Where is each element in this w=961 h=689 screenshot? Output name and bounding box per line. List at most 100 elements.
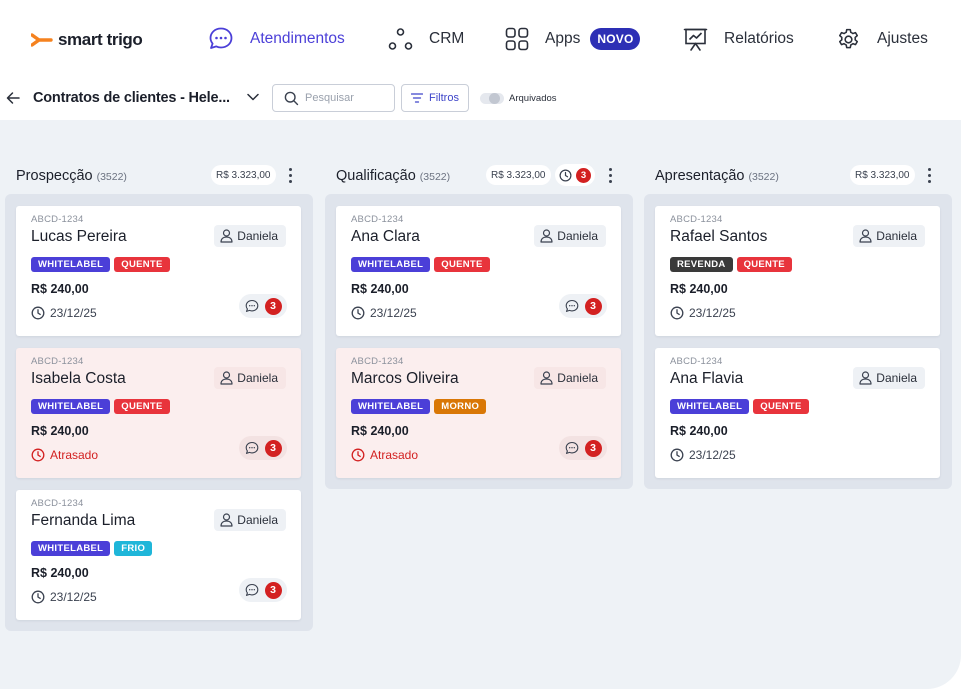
column-menu-button[interactable] <box>922 165 936 185</box>
column-cards: ABCD-1234 Rafael Santos Daniela REVENDA … <box>644 194 952 489</box>
owner-chip[interactable]: Daniela <box>853 225 925 247</box>
user-icon <box>859 229 872 243</box>
card-code: ABCD-1234 <box>351 214 404 225</box>
column-menu-button[interactable] <box>283 165 297 185</box>
deal-card[interactable]: ABCD-1234 Rafael Santos Daniela REVENDA … <box>655 206 940 336</box>
tag-list: WHITELABEL QUENTE <box>31 257 170 272</box>
owner-name: Daniela <box>557 371 598 385</box>
comment-count: 3 <box>264 439 282 457</box>
overdue-count: 3 <box>576 167 591 183</box>
tag-list: WHITELABEL QUENTE <box>31 399 170 414</box>
tag-list: WHITELABEL QUENTE <box>351 257 490 272</box>
report-chart-icon <box>683 28 708 51</box>
chevron-down-icon[interactable] <box>246 92 260 102</box>
card-code: ABCD-1234 <box>670 356 723 367</box>
tag-whitelabel: WHITELABEL <box>31 541 111 556</box>
nav-item-label: CRM <box>429 30 465 47</box>
gear-icon <box>838 28 859 48</box>
overdue-indicator[interactable]: 3 <box>555 164 595 186</box>
nav-item-atendimentos[interactable]: Atendimentos <box>208 24 345 54</box>
owner-chip[interactable]: Daniela <box>214 509 286 531</box>
clock-icon <box>31 590 45 604</box>
card-code: ABCD-1234 <box>31 214 84 225</box>
owner-name: Daniela <box>237 513 278 527</box>
tag-frio: FRIO <box>114 541 153 556</box>
nav-item-ajustes[interactable]: Ajustes <box>836 24 928 54</box>
nav-item-label: Relatórios <box>724 30 794 47</box>
column-total: R$ 3.323,00 <box>850 165 915 185</box>
column-title: Apresentação (3522) <box>655 168 779 184</box>
nav-item-label: Apps <box>545 30 581 47</box>
tag-list: REVENDA QUENTE <box>670 257 792 272</box>
archived-toggle[interactable] <box>480 93 504 104</box>
owner-chip[interactable]: Daniela <box>214 367 286 389</box>
tag-quente: QUENTE <box>736 257 792 272</box>
card-name: Isabela Costa <box>31 370 126 387</box>
search-box <box>272 84 395 112</box>
toggle-knob <box>489 93 500 104</box>
tag-whitelabel: WHITELABEL <box>31 257 111 272</box>
deal-card[interactable]: ABCD-1234 Ana Flavia Daniela WHITELABEL … <box>655 348 940 478</box>
filters-button[interactable]: Filtros <box>401 84 469 112</box>
deal-card[interactable]: ABCD-1234 Marcos Oliveira Daniela WHITEL… <box>336 348 621 478</box>
card-value: R$ 240,00 <box>31 566 89 580</box>
comments-indicator[interactable]: 3 <box>239 436 287 460</box>
search-icon <box>284 91 299 105</box>
card-name: Ana Flavia <box>670 370 744 387</box>
card-name: Rafael Santos <box>670 228 768 245</box>
comment-icon <box>565 299 578 312</box>
card-name: Lucas Pereira <box>31 228 127 245</box>
tag-whitelabel: WHITELABEL <box>670 399 750 414</box>
column-title: Prospecção (3522) <box>16 168 127 184</box>
comments-indicator[interactable]: 3 <box>559 436 607 460</box>
column-header: Prospecção (3522) R$ 3.323,00 <box>5 162 313 190</box>
card-value: R$ 240,00 <box>31 424 89 438</box>
nav-item-apps[interactable]: Apps NOVO <box>505 24 641 54</box>
card-date: 23/12/25 <box>670 306 736 320</box>
card-date: 23/12/25 <box>31 306 97 320</box>
owner-chip[interactable]: Daniela <box>534 367 606 389</box>
clock-icon <box>670 448 684 462</box>
nav-item-relatorios[interactable]: Relatórios <box>683 24 794 54</box>
deal-card[interactable]: ABCD-1234 Fernanda Lima Daniela WHITELAB… <box>16 490 301 620</box>
card-code: ABCD-1234 <box>351 356 404 367</box>
tag-morno: MORNO <box>434 399 487 414</box>
owner-chip[interactable]: Daniela <box>534 225 606 247</box>
chat-bubble-icon <box>209 27 233 49</box>
tag-quente: QUENTE <box>753 399 809 414</box>
card-value: R$ 240,00 <box>351 282 409 296</box>
back-arrow-icon[interactable] <box>5 90 21 106</box>
user-icon <box>220 513 233 527</box>
comment-icon <box>565 441 578 454</box>
search-input[interactable] <box>305 92 387 104</box>
card-name: Fernanda Lima <box>31 512 136 529</box>
board-title[interactable]: Contratos de clientes - Hele... <box>33 90 230 106</box>
comments-indicator[interactable]: 3 <box>239 578 287 602</box>
comment-count: 3 <box>264 581 282 599</box>
deal-card[interactable]: ABCD-1234 Ana Clara Daniela WHITELABEL Q… <box>336 206 621 336</box>
deal-card[interactable]: ABCD-1234 Isabela Costa Daniela WHITELAB… <box>16 348 301 478</box>
brand-logo[interactable]: smart trigo <box>31 30 143 50</box>
card-value: R$ 240,00 <box>351 424 409 438</box>
owner-chip[interactable]: Daniela <box>214 225 286 247</box>
clock-icon <box>559 169 572 181</box>
card-value: R$ 240,00 <box>670 282 728 296</box>
comment-icon <box>245 441 258 454</box>
comments-indicator[interactable]: 3 <box>559 294 607 318</box>
user-icon <box>220 371 233 385</box>
clock-icon <box>351 306 365 320</box>
comments-indicator[interactable]: 3 <box>239 294 287 318</box>
card-date-text: 23/12/25 <box>370 306 417 320</box>
deal-card[interactable]: ABCD-1234 Lucas Pereira Daniela WHITELAB… <box>16 206 301 336</box>
owner-chip[interactable]: Daniela <box>853 367 925 389</box>
card-name: Ana Clara <box>351 228 420 245</box>
card-date-text: Atrasado <box>50 448 99 462</box>
crm-nodes-icon <box>388 27 413 50</box>
column-cards: ABCD-1234 Lucas Pereira Daniela WHITELAB… <box>5 194 313 631</box>
card-date: 23/12/25 <box>670 448 736 462</box>
comment-icon <box>245 583 258 596</box>
column-menu-button[interactable] <box>603 165 617 185</box>
brand-logo-icon <box>31 33 53 47</box>
nav-item-crm[interactable]: CRM <box>388 24 464 54</box>
comment-count: 3 <box>584 439 602 457</box>
